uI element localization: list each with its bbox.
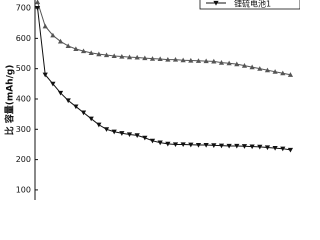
- data-point: [195, 58, 202, 63]
- data-point: [134, 133, 140, 138]
- y-axis-label: 比 容量(mAh/g): [4, 65, 16, 136]
- data-point: [119, 131, 125, 136]
- data-point: [249, 144, 255, 150]
- data-point: [280, 70, 286, 76]
- data-point: [50, 32, 56, 38]
- data-point: [111, 129, 117, 135]
- data-point: [203, 142, 209, 148]
- data-point: [157, 56, 163, 62]
- data-point: [218, 60, 225, 65]
- data-point: [96, 122, 102, 128]
- data-point: [88, 50, 94, 55]
- data-point: [241, 144, 248, 149]
- data-point: [272, 146, 278, 151]
- data-point: [226, 60, 232, 66]
- data-point: [65, 98, 71, 104]
- y-tick-label: 700: [16, 4, 31, 13]
- data-point: [226, 143, 232, 149]
- data-point: [142, 135, 148, 141]
- data-point: [103, 52, 110, 58]
- data-point: [34, 0, 41, 5]
- data-point: [172, 56, 179, 62]
- data-point: [34, 5, 41, 11]
- data-point: [218, 143, 225, 149]
- data-point: [188, 142, 194, 148]
- data-point: [157, 140, 163, 146]
- y-tick-label: 100: [16, 185, 31, 194]
- data-point: [264, 67, 271, 73]
- y-tick-label: 500: [16, 64, 31, 73]
- data-point: [211, 143, 217, 148]
- data-point: [42, 72, 48, 78]
- data-point: [211, 58, 217, 64]
- data-point: [234, 61, 240, 67]
- data-point: [73, 46, 79, 52]
- data-point: [172, 142, 179, 148]
- data-point: [126, 54, 133, 60]
- data-point: [165, 56, 171, 62]
- data-point: [57, 38, 64, 44]
- data-point: [195, 142, 202, 148]
- data-point: [42, 23, 48, 29]
- data-point: [280, 146, 286, 152]
- data-point: [96, 51, 102, 57]
- data-point: [272, 69, 278, 74]
- data-point: [88, 116, 94, 122]
- data-point: [234, 143, 240, 149]
- data-point: [249, 64, 255, 70]
- series-line: [37, 1, 291, 76]
- data-point: [203, 58, 209, 64]
- data-point: [287, 147, 294, 153]
- y-tick-label: 400: [16, 94, 31, 103]
- data-point: [119, 53, 125, 59]
- data-point: [80, 110, 87, 116]
- y-tick-label: 200: [16, 155, 31, 164]
- chart: 比 容量(mAh/g) 100 200 300 400 500 600 700 锂硫电池1: [4, 0, 300, 200]
- data-point: [50, 81, 56, 87]
- series-line: [37, 8, 291, 151]
- data-point: [80, 48, 87, 54]
- data-point: [264, 145, 271, 151]
- data-point: [111, 53, 117, 59]
- data-point: [257, 66, 263, 71]
- data-point: [241, 63, 248, 68]
- data-point: [142, 55, 148, 61]
- data-point: [165, 141, 171, 147]
- data-point: [149, 138, 156, 144]
- data-point: [287, 72, 294, 77]
- y-tick-label: 300: [16, 125, 31, 134]
- data-point: [257, 144, 263, 150]
- data-point: [180, 142, 186, 148]
- data-point: [180, 57, 186, 63]
- data-point: [57, 90, 64, 96]
- data-point: [126, 132, 133, 138]
- data-point: [188, 57, 194, 63]
- data-point: [103, 127, 110, 132]
- legend-label: 锂硫电池1: [234, 0, 271, 9]
- data-point: [149, 56, 156, 61]
- legend-box: [199, 0, 300, 10]
- y-tick-label: 600: [16, 34, 31, 43]
- data-point: [65, 43, 71, 49]
- legend-marker: [213, 0, 219, 6]
- data-point: [134, 54, 140, 60]
- data-point: [73, 104, 79, 110]
